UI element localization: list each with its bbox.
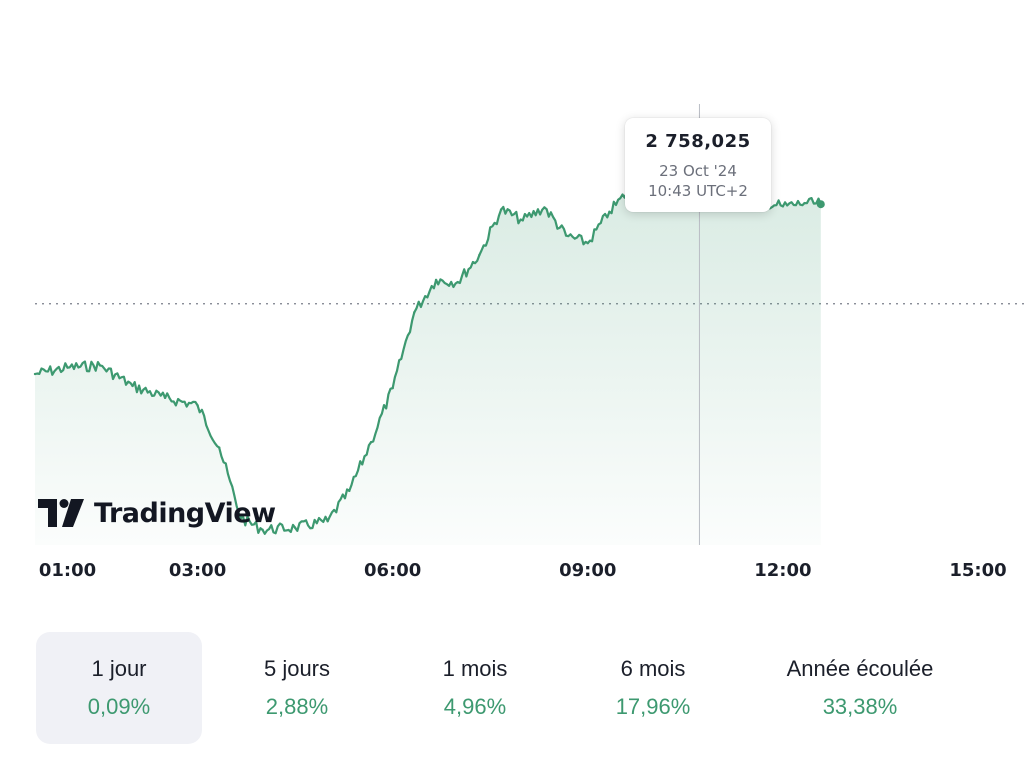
watermark-text: TradingView [94,497,276,529]
data-point [478,253,481,257]
period-1-day[interactable]: 1 jour 0,09% [36,632,202,744]
data-point [803,201,806,205]
data-point [131,384,134,388]
tradingview-logo-icon [38,499,84,527]
data-point [66,366,69,369]
data-point [434,278,438,282]
data-point [391,386,394,390]
period-label: 6 mois [620,656,686,681]
period-past-year[interactable]: Année écoulée 33,38% [748,632,972,744]
data-point [543,206,546,209]
period-change: 33,38% [822,694,898,719]
period-change: 4,96% [443,694,507,719]
data-point [98,364,102,367]
tooltip-time: 10:43 UTC+2 [648,182,748,200]
data-point [521,219,524,222]
period-selector: 1 jour 0,09% 5 jours 2,88% 1 mois 4,96% … [36,632,988,744]
period-label: 1 jour [91,656,147,681]
price-chart[interactable]: 01:00 03:00 06:00 09:00 12:00 15:00 [0,0,1024,600]
period-5-days[interactable]: 5 jours 2,88% [214,632,380,744]
tooltip-price: 2 758,025 [645,131,751,152]
data-point [239,516,243,520]
data-point [369,441,373,444]
data-point [456,280,459,284]
data-point [413,311,416,314]
x-tick-label: 01:00 [39,560,96,581]
period-change: 2,88% [265,694,329,719]
period-1-month[interactable]: 1 mois 4,96% [392,632,558,744]
period-label: 1 mois [442,656,508,681]
last-price-point [816,200,825,209]
x-tick-label: 12:00 [754,560,811,581]
data-point [781,205,785,208]
data-point [293,526,297,529]
period-6-months[interactable]: 6 mois 17,96% [570,632,736,744]
area-fill [35,132,821,545]
period-label: 5 jours [263,656,331,681]
data-point [326,519,329,523]
data-point [196,404,199,407]
data-point [499,208,503,211]
x-tick-label: 15:00 [949,560,1006,581]
x-tick-label: 03:00 [169,560,226,581]
price-tooltip: 2 758,025 23 Oct '24 10:43 UTC+2 [625,118,771,212]
data-point [261,528,264,532]
x-tick-label: 09:00 [559,560,616,581]
data-point [33,372,37,376]
period-change: 0,09% [87,694,151,719]
data-point [608,210,611,213]
data-point [586,241,589,245]
tradingview-watermark: TradingView [38,497,276,529]
data-point [218,446,221,449]
data-point [163,396,167,400]
tooltip-date: 23 Oct '24 [659,162,737,180]
period-change: 17,96% [615,694,691,719]
x-tick-label: 06:00 [364,560,421,581]
data-point [564,234,568,237]
data-point [348,489,351,493]
period-label: Année écoulée [786,656,934,681]
